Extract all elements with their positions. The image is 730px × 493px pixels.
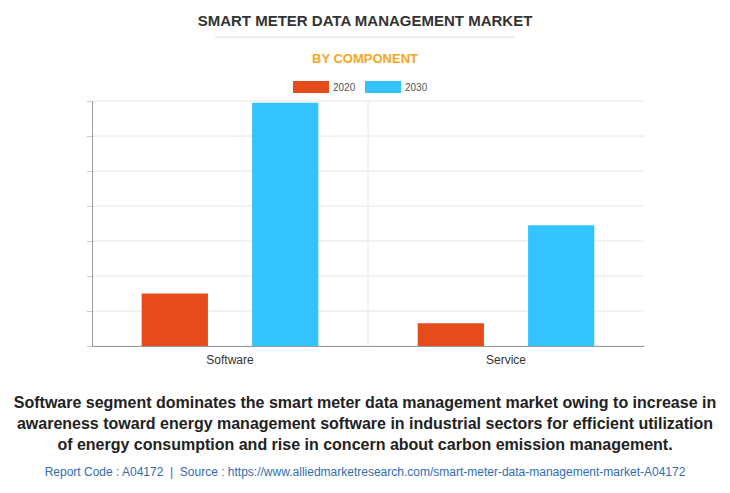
grid xyxy=(92,101,644,346)
y-tick xyxy=(87,311,92,312)
x-tick: Service xyxy=(486,346,526,367)
x-tick-label: Software xyxy=(206,353,254,367)
source: Report Code : A04172 | Source : https://… xyxy=(0,465,730,479)
y-tick xyxy=(87,136,92,137)
category-separator xyxy=(368,101,369,346)
title-rule xyxy=(215,37,515,38)
y-tick-mark xyxy=(87,276,92,277)
legend-swatch xyxy=(293,81,329,93)
y-tick-mark xyxy=(87,311,92,312)
legend-label: 2020 xyxy=(333,82,356,93)
y-tick-mark xyxy=(87,136,92,137)
y-tick-mark xyxy=(87,206,92,207)
x-axis-line xyxy=(93,346,645,347)
y-tick xyxy=(87,346,92,347)
bar xyxy=(528,225,594,346)
y-tick-mark xyxy=(87,171,92,172)
legend-item: 2030 xyxy=(365,81,428,93)
y-tick xyxy=(87,206,92,207)
x-tick-label: Service xyxy=(486,353,526,367)
y-tick xyxy=(87,241,92,242)
bar xyxy=(418,323,484,346)
x-axis: Software Service xyxy=(93,346,645,367)
caption: Software segment dominates the smart met… xyxy=(8,392,722,455)
bar xyxy=(252,103,318,346)
legend-label: 2030 xyxy=(405,82,428,93)
legend-swatch xyxy=(365,81,401,93)
legend-item: 2020 xyxy=(293,81,356,93)
title: SMART METER DATA MANAGEMENT MARKET xyxy=(198,12,533,29)
y-tick xyxy=(87,101,92,102)
chart: SMART METER DATA MANAGEMENT MARKET BY COM… xyxy=(0,0,730,390)
y-tick-mark xyxy=(87,101,92,102)
x-tick: Software xyxy=(206,346,254,367)
y-axis xyxy=(87,102,93,347)
y-tick-mark xyxy=(87,241,92,242)
bars xyxy=(142,103,595,346)
y-tick-mark xyxy=(87,346,92,347)
y-tick xyxy=(87,276,92,277)
y-axis-line xyxy=(87,102,93,347)
bar xyxy=(142,294,208,347)
legend: 2020 2030 xyxy=(293,81,428,93)
y-tick xyxy=(87,171,92,172)
subtitle: BY COMPONENT xyxy=(312,51,418,66)
